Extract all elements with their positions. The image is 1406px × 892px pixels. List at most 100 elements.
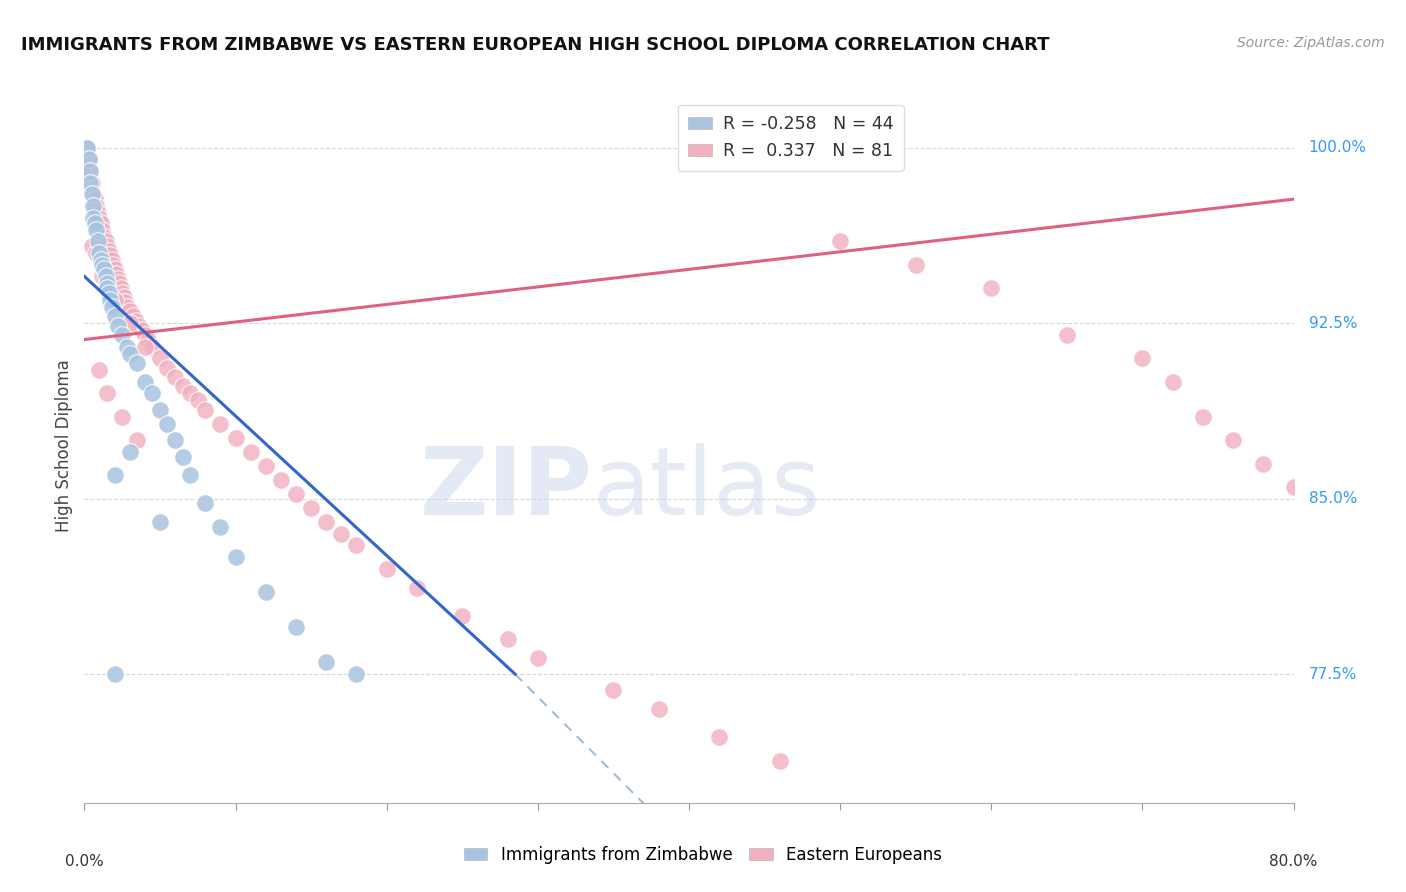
Text: 92.5%: 92.5%: [1309, 316, 1357, 331]
Point: [194, 496, 217, 510]
Point: [98, 293, 121, 307]
Point: [209, 519, 232, 533]
Point: [76, 141, 98, 155]
Point: [105, 267, 128, 281]
Point: [82, 187, 104, 202]
Point: [87, 206, 110, 220]
Point: [284, 487, 308, 501]
Point: [1056, 327, 1078, 342]
Point: [110, 281, 132, 295]
Point: [299, 501, 322, 516]
Point: [104, 293, 127, 307]
Text: Source: ZipAtlas.com: Source: ZipAtlas.com: [1237, 36, 1385, 50]
Point: [254, 458, 277, 473]
Point: [98, 248, 121, 262]
Text: IMMIGRANTS FROM ZIMBABWE VS EASTERN EUROPEAN HIGH SCHOOL DIPLOMA CORRELATION CHA: IMMIGRANTS FROM ZIMBABWE VS EASTERN EURO…: [21, 36, 1050, 54]
Point: [225, 550, 247, 565]
Point: [346, 538, 368, 552]
Point: [187, 393, 209, 408]
Point: [96, 281, 118, 295]
Point: [93, 262, 115, 277]
Point: [79, 176, 101, 190]
Point: [112, 290, 135, 304]
Point: [80, 176, 103, 190]
Point: [77, 153, 100, 167]
Point: [79, 164, 101, 178]
Point: [134, 327, 156, 342]
Point: [96, 277, 118, 291]
Point: [86, 222, 108, 236]
Point: [769, 754, 792, 768]
Point: [84, 216, 107, 230]
Point: [375, 562, 398, 576]
Point: [141, 386, 163, 401]
Point: [330, 526, 353, 541]
Point: [91, 258, 114, 272]
Point: [134, 375, 156, 389]
Point: [107, 318, 129, 333]
Point: [90, 216, 112, 230]
Point: [86, 246, 108, 260]
Text: 77.5%: 77.5%: [1309, 666, 1357, 681]
Point: [125, 314, 148, 328]
Point: [82, 211, 104, 225]
Point: [127, 433, 149, 447]
Point: [77, 153, 100, 167]
Point: [602, 683, 624, 698]
Point: [254, 585, 277, 599]
Point: [346, 667, 368, 681]
Point: [1191, 409, 1213, 424]
Point: [239, 445, 262, 459]
Point: [89, 211, 111, 225]
Point: [118, 445, 141, 459]
Point: [149, 515, 172, 529]
Point: [118, 346, 141, 360]
Point: [115, 340, 138, 354]
Point: [451, 608, 474, 623]
Point: [1130, 351, 1153, 366]
Point: [97, 285, 120, 300]
Point: [904, 258, 927, 272]
Point: [149, 351, 172, 366]
Point: [127, 356, 149, 370]
Point: [94, 269, 117, 284]
Point: [284, 620, 308, 634]
Point: [980, 281, 1002, 295]
Point: [830, 234, 852, 248]
Point: [136, 333, 159, 347]
Point: [79, 164, 101, 178]
Point: [1282, 480, 1305, 494]
Point: [97, 244, 120, 258]
Point: [76, 141, 98, 155]
Point: [1222, 433, 1244, 447]
Point: [96, 239, 118, 253]
Point: [172, 450, 194, 464]
Text: 100.0%: 100.0%: [1309, 140, 1367, 155]
Point: [526, 650, 548, 665]
Text: ZIP: ZIP: [419, 442, 592, 535]
Point: [131, 323, 153, 337]
Point: [80, 187, 103, 202]
Point: [163, 370, 186, 384]
Point: [1161, 375, 1184, 389]
Point: [163, 433, 186, 447]
Point: [91, 269, 114, 284]
Point: [107, 271, 129, 285]
Point: [84, 192, 107, 206]
Point: [172, 379, 194, 393]
Point: [179, 468, 201, 483]
Point: [709, 731, 731, 745]
Point: [80, 239, 103, 253]
Point: [87, 234, 110, 248]
Point: [194, 402, 217, 417]
Point: [315, 656, 337, 670]
Point: [406, 581, 429, 595]
Point: [225, 431, 247, 445]
Point: [209, 417, 232, 431]
Point: [1251, 457, 1274, 471]
Point: [114, 295, 136, 310]
Point: [315, 515, 337, 529]
Point: [104, 468, 127, 483]
Point: [89, 363, 111, 377]
Point: [93, 229, 115, 244]
